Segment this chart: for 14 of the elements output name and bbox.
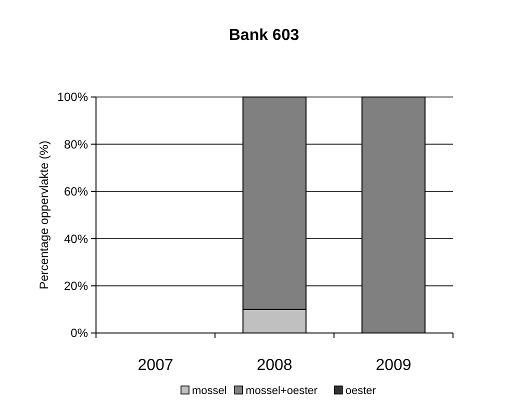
y-tick-label: 40% <box>64 232 88 246</box>
chart-title: Bank 603 <box>228 27 300 44</box>
y-tick-label: 100% <box>57 90 88 104</box>
legend-label: mossel+oester <box>246 385 318 397</box>
legend-label: mossel <box>192 385 227 397</box>
y-axis-title: Percentage oppervlakte (%) <box>37 140 51 290</box>
y-tick-label: 80% <box>64 137 88 152</box>
y-tick-label: 20% <box>64 279 88 293</box>
x-tick-label: 2009 <box>376 357 412 374</box>
x-tick-label: 2008 <box>256 357 292 374</box>
y-tick-label: 0% <box>70 326 88 340</box>
y-tick-label: 60% <box>64 184 88 199</box>
legend-label: oester <box>345 385 376 397</box>
x-tick-label: 2007 <box>138 357 174 374</box>
